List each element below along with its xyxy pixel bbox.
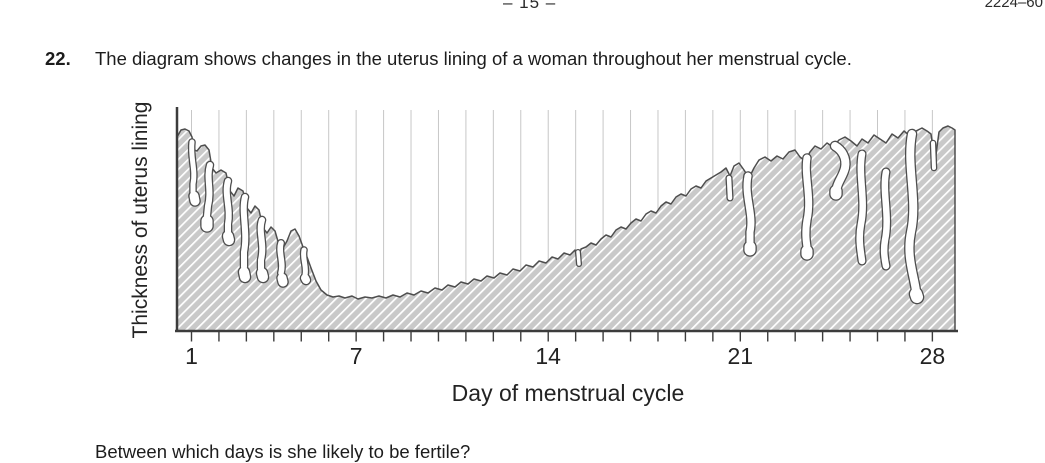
x-tick-label: 14 [535, 343, 561, 369]
x-axis-ticks [190, 331, 934, 342]
gland-channels [189, 130, 936, 303]
x-tick-label: 28 [920, 343, 946, 369]
x-axis-label: Day of menstrual cycle [452, 380, 685, 406]
page-number: – 15 – [503, 0, 557, 12]
x-tick-label: 7 [350, 343, 363, 369]
uterus-lining-shape [176, 125, 956, 332]
followup-question-text: Between which days is she likely to be f… [95, 441, 471, 462]
y-axis-label: Thickness of uterus lining [129, 102, 152, 339]
document-code: 2224–60 [984, 0, 1043, 11]
question-number: 22. [45, 48, 71, 69]
x-tick-label: 21 [728, 343, 754, 369]
question-text: The diagram shows changes in the uterus … [95, 48, 852, 69]
x-tick-label: 1 [185, 343, 198, 369]
